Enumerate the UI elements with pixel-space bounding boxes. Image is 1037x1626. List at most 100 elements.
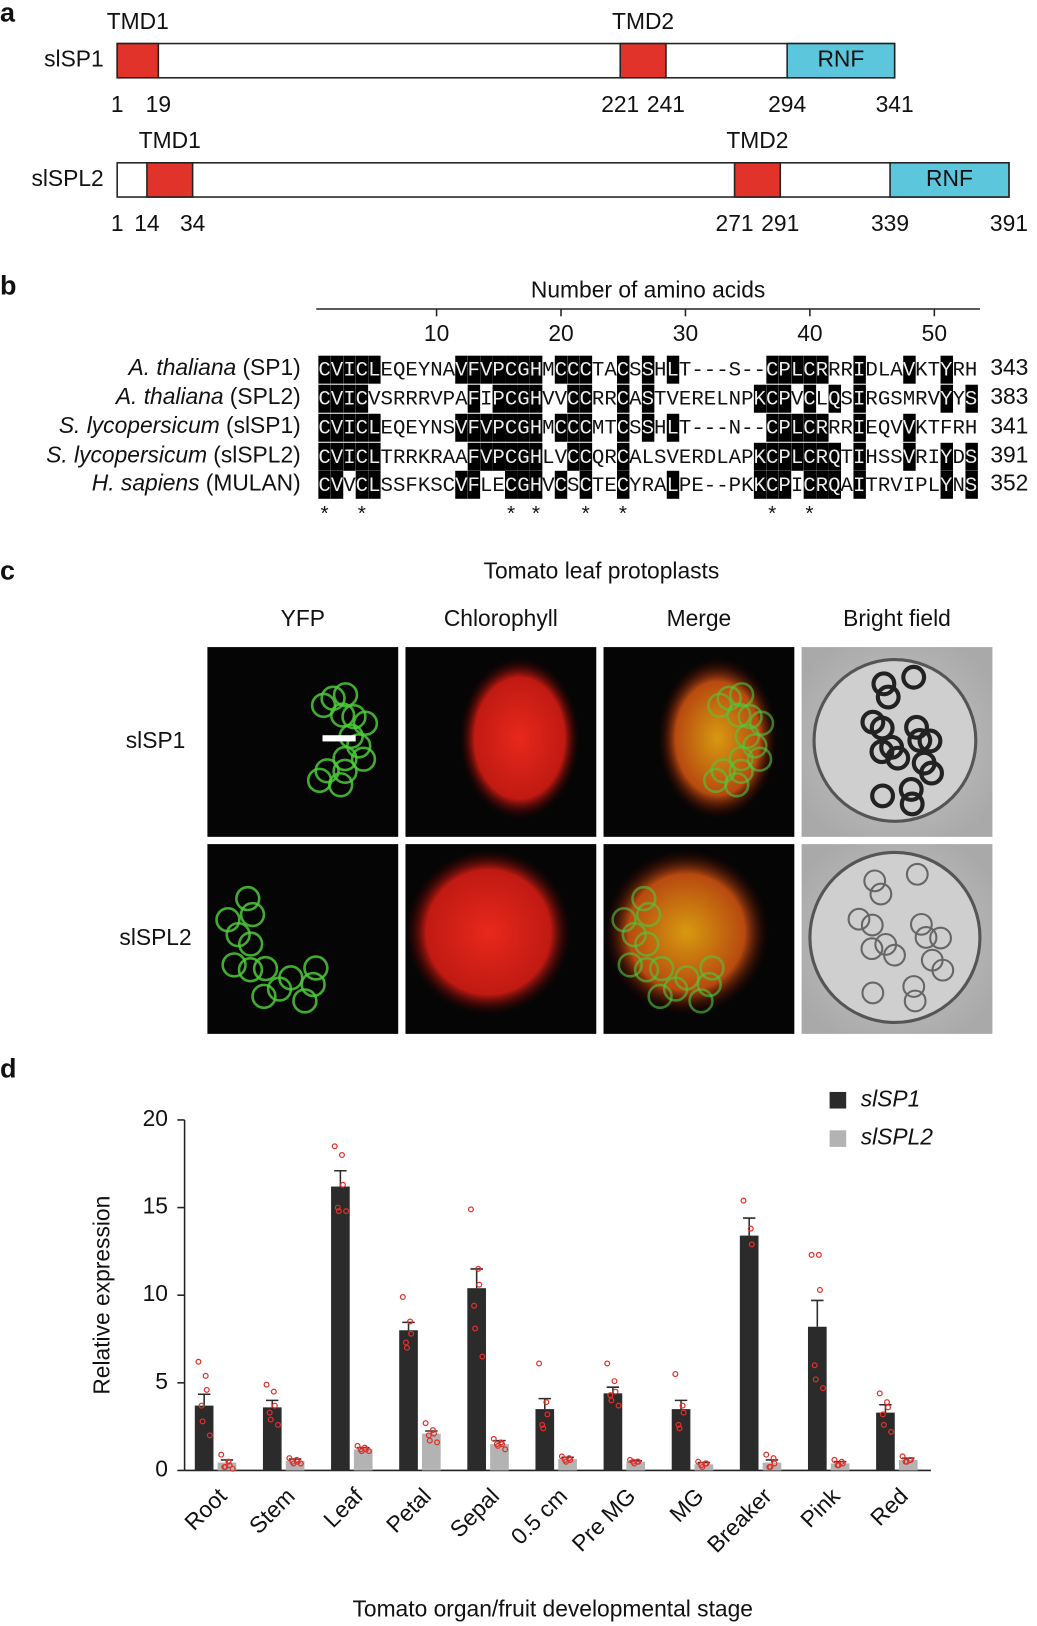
x-tick-label: MG <box>664 1483 708 1527</box>
identity-shade <box>355 470 369 499</box>
identity-shade <box>940 470 953 499</box>
identity-shade <box>330 355 344 384</box>
scale-bar <box>322 735 356 742</box>
replicate-point <box>479 1353 486 1360</box>
y-tick-label: 10 <box>143 1280 168 1306</box>
chloroplast <box>746 746 773 772</box>
bar <box>671 1409 691 1471</box>
identity-shade <box>492 384 506 413</box>
identity-shade <box>343 442 356 471</box>
replicate-point <box>267 1416 274 1423</box>
panel-label: b <box>0 270 16 300</box>
identity-shade <box>803 384 817 413</box>
replicate-point <box>407 1318 414 1325</box>
chloroplast <box>611 907 637 933</box>
chloroplast <box>266 976 293 1002</box>
bar <box>262 1407 282 1471</box>
bar <box>194 1405 214 1471</box>
chloroplast <box>870 783 896 809</box>
identity-shade <box>567 355 580 384</box>
identity-shade <box>455 470 468 499</box>
species: S. lycopersicum <box>59 412 220 438</box>
tick-label: 50 <box>922 320 947 346</box>
replicate-point <box>604 1360 611 1367</box>
identity-shade <box>368 470 381 499</box>
identity-shade <box>753 442 767 471</box>
protein: (SP1) <box>242 354 300 380</box>
replicate-point <box>631 1460 638 1467</box>
identity-shade <box>554 355 568 384</box>
chloroplast <box>662 976 689 1002</box>
chloroplast <box>860 913 884 937</box>
chloroplast <box>863 869 887 893</box>
domain-label: TMD2 <box>612 8 674 34</box>
y-tick-label: 15 <box>143 1193 168 1219</box>
identity-shade <box>529 384 543 413</box>
identity-shade <box>318 355 331 384</box>
identity-shade <box>330 442 344 471</box>
chloroplast <box>871 671 897 697</box>
identity-shade <box>467 384 481 413</box>
identity-shade <box>355 442 369 471</box>
residue-tick: 1 <box>111 91 124 117</box>
identity-shade <box>492 355 506 384</box>
replicate-point <box>263 1381 270 1388</box>
chloroplast <box>221 952 247 978</box>
tick-label: 10 <box>424 320 449 346</box>
bar <box>467 1288 486 1471</box>
identity-shade <box>828 384 842 413</box>
identity-shade <box>778 384 792 413</box>
end-position: 352 <box>990 469 1028 495</box>
replicate-point <box>426 1437 433 1444</box>
bar <box>626 1461 646 1471</box>
identity-shade <box>753 470 767 499</box>
domain <box>733 162 782 198</box>
x-tick-label: Sepal <box>445 1483 505 1543</box>
chloroplast <box>631 885 657 912</box>
chloroplast <box>905 862 929 886</box>
identity-shade <box>529 355 543 384</box>
domain <box>889 162 1010 198</box>
identity-shade <box>766 384 779 413</box>
identity-shade <box>343 384 356 413</box>
chloroplast <box>742 733 768 759</box>
identity-shade <box>803 442 817 471</box>
species: A. thaliana <box>126 354 236 380</box>
replicate-point <box>699 1463 706 1470</box>
identity-shade <box>480 442 493 471</box>
identity-shade <box>355 384 369 413</box>
identity-shade <box>554 413 568 442</box>
identity-shade <box>903 413 916 442</box>
replicate-point <box>899 1453 906 1460</box>
identity-shade <box>480 413 493 442</box>
chloroplast <box>688 988 714 1014</box>
chloroplast <box>902 975 926 998</box>
identity-shade <box>567 442 580 471</box>
replicate-point <box>339 1181 346 1188</box>
domain-label: RNF <box>926 165 973 191</box>
identity-shade <box>579 470 593 499</box>
replicate-point <box>676 1425 683 1432</box>
replicate-point <box>808 1251 815 1258</box>
identity-shade <box>617 470 630 499</box>
replicate-point <box>472 1325 479 1332</box>
identity-shade <box>505 442 518 471</box>
chloroplast <box>899 791 925 817</box>
identity-shade <box>965 470 978 499</box>
identity-shade <box>567 413 580 442</box>
identity-shade <box>803 470 817 499</box>
image-frame <box>207 844 399 1034</box>
species: S. lycopersicum <box>46 441 207 467</box>
protein-backbone <box>116 42 896 79</box>
replicate-point <box>494 1442 501 1449</box>
identity-shade <box>505 355 518 384</box>
replicate-point <box>475 1265 482 1272</box>
end-position: 343 <box>990 354 1028 380</box>
chloroplast <box>346 733 372 759</box>
replicate-point <box>198 1402 205 1409</box>
bar <box>535 1409 555 1471</box>
replicate-point <box>338 1151 345 1159</box>
identity-shade <box>666 355 680 384</box>
replicate-point <box>879 1411 886 1418</box>
